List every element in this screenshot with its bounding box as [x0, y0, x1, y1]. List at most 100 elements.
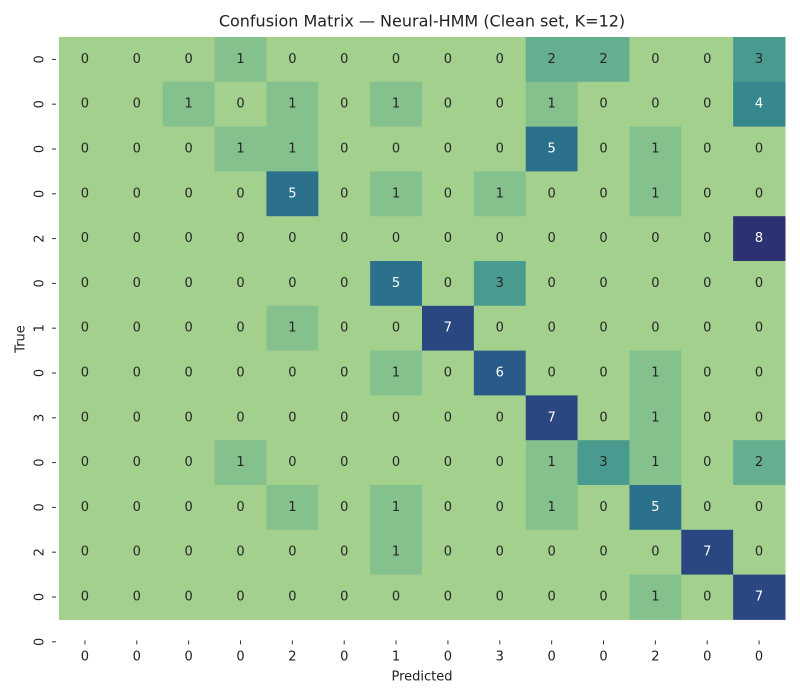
cell-label: 0: [444, 366, 452, 381]
cell-label: 0: [340, 52, 348, 67]
heatmap-cell: [681, 574, 734, 620]
cell-label: 1: [392, 545, 400, 560]
cell-label: 0: [236, 97, 244, 112]
heatmap-cell: [733, 350, 786, 396]
heatmap-cell: [629, 350, 682, 396]
y-tick-label: 0: [33, 503, 48, 511]
heatmap-cell: [110, 485, 164, 531]
heatmap-cell: [59, 171, 112, 217]
cell-label: 0: [651, 231, 659, 246]
cell-label: 0: [755, 276, 763, 291]
cell-label: 0: [703, 186, 711, 201]
cell-label: 5: [392, 276, 400, 291]
heatmap-cell: [733, 261, 786, 307]
cell-label: 0: [81, 455, 89, 470]
heatmap-cell: [422, 574, 475, 620]
cell-label: 0: [81, 231, 89, 246]
heatmap-cell: [733, 305, 786, 352]
cell-label: 0: [133, 545, 141, 560]
cell-label: 0: [496, 231, 504, 246]
cell-label: 1: [651, 410, 659, 425]
y-tick-label: 3: [33, 414, 48, 422]
heatmap-cell: [577, 305, 630, 352]
heatmap-cell: [318, 529, 371, 576]
cell-label: 0: [133, 321, 141, 336]
cell-label: 0: [703, 231, 711, 246]
heatmap-cell: [733, 395, 786, 441]
heatmap-cell: [370, 81, 423, 128]
heatmap-cell: [525, 37, 579, 83]
cell-label: 0: [288, 410, 296, 425]
heatmap-cell: [629, 171, 682, 217]
y-tick-label: 2: [33, 234, 48, 242]
cell-label: 0: [755, 321, 763, 336]
heatmap-cell: [473, 37, 527, 83]
heatmap-cell: [110, 216, 164, 262]
cell-label: 0: [340, 545, 348, 560]
heatmap-cell: [422, 81, 475, 128]
cell-label: 0: [185, 142, 193, 157]
cell-label: 0: [185, 455, 193, 470]
heatmap-cell: [681, 440, 734, 486]
heatmap-cell: [629, 574, 682, 620]
cell-label: 1: [548, 455, 556, 470]
cell-label: 1: [236, 142, 244, 157]
cell-label: 0: [185, 500, 193, 515]
heatmap-cell: [577, 126, 630, 172]
cell-label: 5: [288, 186, 296, 201]
cell-label: 0: [288, 590, 296, 605]
heatmap-cell: [59, 216, 112, 262]
heatmap-cell: [59, 574, 112, 620]
cell-label: 0: [288, 545, 296, 560]
cell-label: 0: [496, 545, 504, 560]
heatmap-cell: [422, 216, 475, 262]
heatmap-cell: [681, 350, 734, 396]
cell-label: 2: [548, 52, 556, 67]
cell-label: 0: [496, 590, 504, 605]
heatmap-cell: [318, 126, 371, 172]
heatmap-cell: [110, 171, 164, 217]
heatmap-cell: [162, 261, 216, 307]
heatmap-cell: [473, 261, 527, 307]
heatmap-cell: [162, 440, 216, 486]
cell-label: 0: [496, 321, 504, 336]
heatmap-cell: [318, 216, 371, 262]
cell-label: 0: [496, 410, 504, 425]
cell-label: 0: [81, 186, 89, 201]
heatmap-cell: [629, 81, 682, 128]
heatmap-cell: [214, 395, 267, 441]
cell-label: 0: [185, 321, 193, 336]
heatmap-cell: [266, 440, 319, 486]
cell-label: 0: [599, 590, 607, 605]
heatmap-cell: [318, 350, 371, 396]
cell-label: 2: [755, 455, 763, 470]
heatmap-cell: [266, 126, 319, 172]
cell-label: 0: [703, 142, 711, 157]
cell-label: 0: [340, 186, 348, 201]
cell-label: 0: [81, 366, 89, 381]
cell-label: 1: [185, 97, 193, 112]
heatmap-cell: [681, 261, 734, 307]
heatmap-cell: [214, 37, 267, 83]
cell-label: 0: [444, 142, 452, 157]
heatmap-cell: [110, 261, 164, 307]
heatmap-cell: [473, 395, 527, 441]
heatmap-cell: [318, 261, 371, 307]
cell-label: 0: [496, 455, 504, 470]
x-tick-label: 0: [703, 650, 711, 665]
heatmap-cell: [422, 395, 475, 441]
heatmap-cell: [733, 171, 786, 217]
cell-label: 0: [185, 276, 193, 291]
cell-label: 3: [496, 276, 504, 291]
heatmap-cell: [110, 440, 164, 486]
cell-label: 8: [755, 231, 763, 246]
y-tick-label: 0: [33, 279, 48, 287]
cell-label: 0: [599, 500, 607, 515]
cell-label: 0: [599, 366, 607, 381]
heatmap-cell: [318, 440, 371, 486]
cell-label: 1: [288, 500, 296, 515]
cell-label: 0: [599, 231, 607, 246]
cell-label: 0: [185, 231, 193, 246]
cell-label: 0: [392, 590, 400, 605]
cell-label: 0: [133, 590, 141, 605]
